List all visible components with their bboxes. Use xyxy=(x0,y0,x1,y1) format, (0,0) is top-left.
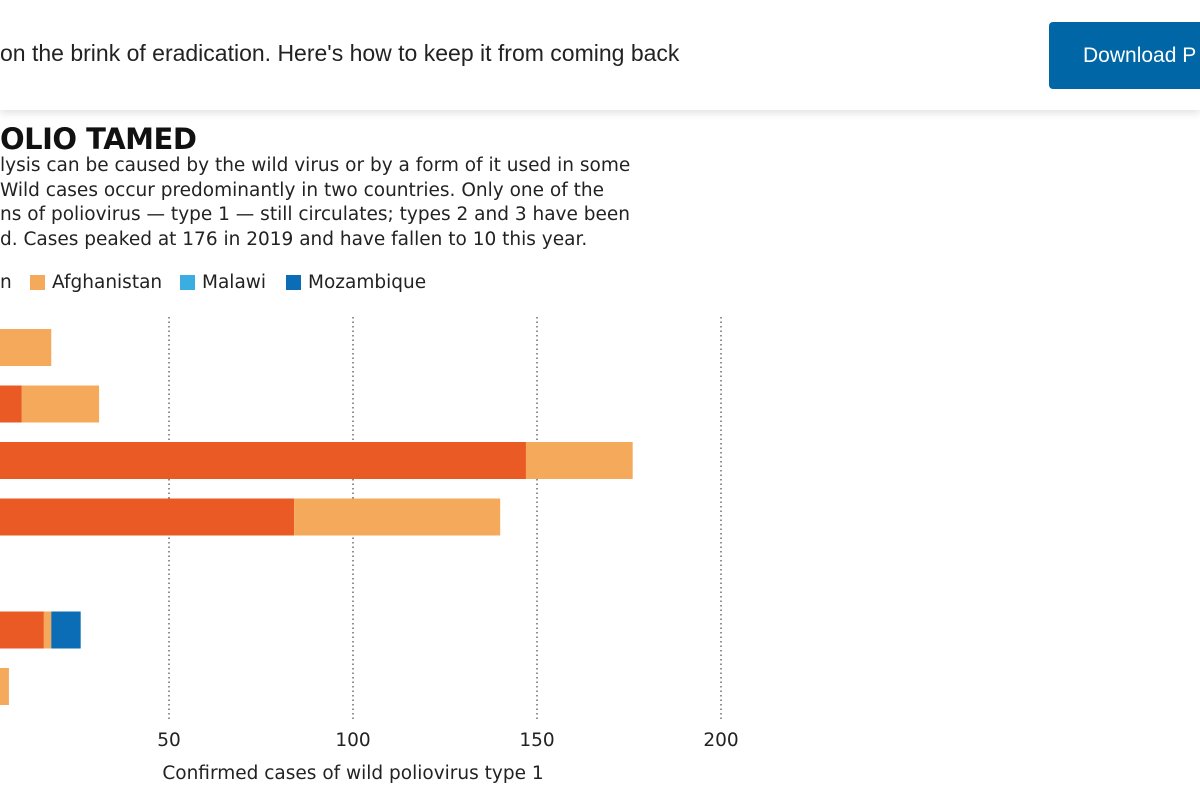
x-tick-label: 200 xyxy=(703,730,738,751)
bar-segment xyxy=(21,385,100,423)
legend-label: n xyxy=(0,272,12,293)
bar-segment xyxy=(0,668,9,705)
stacked-bar-chart: 50 100 150 200 Confirmed cases of wild polio… xyxy=(0,317,739,784)
x-axis-label: Confirmed cases of wild poliovirus type … xyxy=(162,763,543,784)
bar-segment xyxy=(0,329,52,366)
legend-item-afghanistan: Afghanistan xyxy=(30,272,162,293)
x-tick-label: 100 xyxy=(335,730,370,751)
figure: OLIO TAMED lysis can be caused by the wi… xyxy=(0,110,1200,800)
legend-swatch xyxy=(286,275,301,290)
legend-label: Mozambique xyxy=(308,272,427,293)
legend-swatch xyxy=(30,275,45,290)
bar-segment xyxy=(0,498,295,536)
bar-segment xyxy=(51,611,81,649)
bar-segment xyxy=(0,385,22,423)
legend-item-malawi: Malawi xyxy=(180,272,266,293)
figure-description-line: lysis can be caused by the wild virus or… xyxy=(0,155,631,176)
legend-item-n: n xyxy=(0,272,12,293)
bar-segment xyxy=(294,498,501,536)
bar-segment xyxy=(0,611,44,649)
download-pdf-button[interactable]: Download P xyxy=(1049,22,1200,89)
bar-segment xyxy=(0,442,526,479)
figure-description-line: Wild cases occur predominantly in two co… xyxy=(0,179,604,201)
figure-description-line: d. Cases peaked at 176 in 2019 and have … xyxy=(0,228,588,250)
x-tick-label: 150 xyxy=(519,730,554,751)
figure-description: lysis can be caused by the wild virus or… xyxy=(0,154,631,252)
x-tick-label: 50 xyxy=(157,730,181,751)
legend-label: Malawi xyxy=(202,272,267,293)
legend-swatch xyxy=(180,275,195,290)
bar-segment xyxy=(525,442,633,479)
article-header-bar: on the brink of eradication. Here's how … xyxy=(0,0,1200,110)
legend-item-mozambique: Mozambique xyxy=(286,272,426,293)
bar-segment xyxy=(43,611,52,649)
legend-label: Afghanistan xyxy=(52,272,163,293)
article-title: on the brink of eradication. Here's how … xyxy=(0,40,680,66)
figure-title: OLIO TAMED xyxy=(0,122,197,156)
figure-description-line: ns of poliovirus — type 1 — still circul… xyxy=(0,204,630,225)
